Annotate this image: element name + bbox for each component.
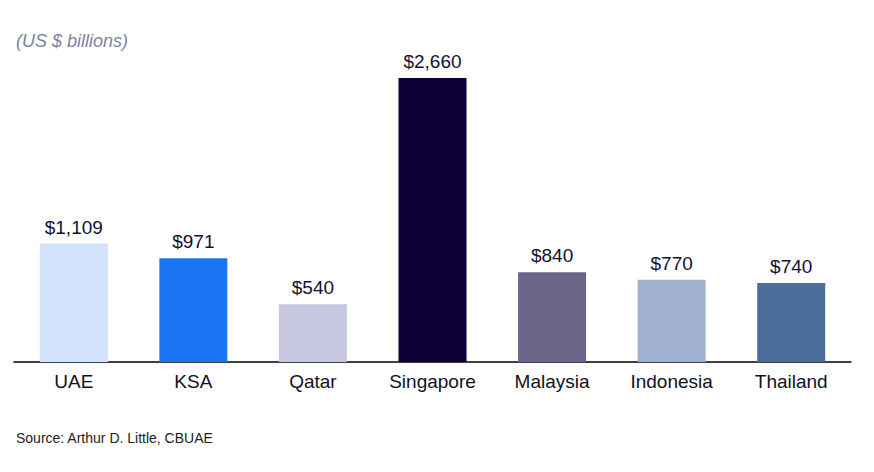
svg-text:$2,660: $2,660 <box>403 51 461 72</box>
svg-text:$971: $971 <box>172 231 214 252</box>
svg-text:$840: $840 <box>531 245 573 266</box>
svg-text:(US $ billions): (US $ billions) <box>16 31 128 51</box>
svg-text:$740: $740 <box>770 256 812 277</box>
svg-text:KSA: KSA <box>174 371 212 392</box>
svg-text:UAE: UAE <box>54 371 93 392</box>
svg-text:$770: $770 <box>651 253 693 274</box>
svg-text:Indonesia: Indonesia <box>630 371 713 392</box>
svg-text:Thailand: Thailand <box>755 371 828 392</box>
svg-text:Qatar: Qatar <box>289 371 337 392</box>
svg-text:Singapore: Singapore <box>389 371 476 392</box>
svg-text:Malaysia: Malaysia <box>515 371 590 392</box>
svg-text:$1,109: $1,109 <box>45 217 103 238</box>
svg-text:$540: $540 <box>292 277 334 298</box>
svg-text:Source: Arthur D. Little, CBUA: Source: Arthur D. Little, CBUAE <box>16 430 213 446</box>
